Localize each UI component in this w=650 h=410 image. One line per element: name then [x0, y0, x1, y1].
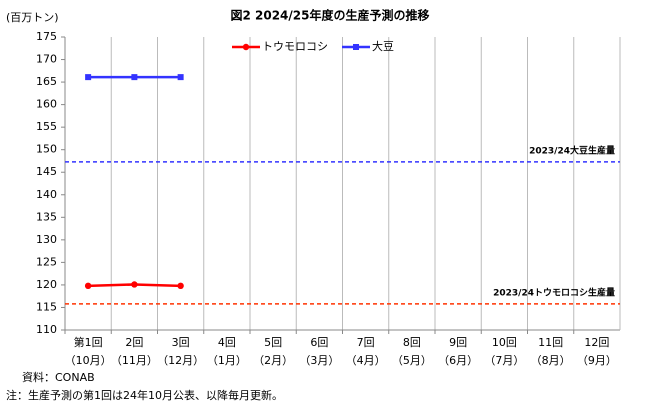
- x-tick-label: 3回: [172, 336, 190, 349]
- x-tick-label: 11回: [538, 336, 563, 349]
- y-tick-label: 150: [36, 143, 57, 156]
- marker: [177, 74, 184, 81]
- x-tick-label: （10月）: [65, 354, 112, 367]
- reference-label: 2023/24トウモロコシ生産量: [493, 286, 615, 298]
- x-tick-label: （5月）: [392, 354, 432, 367]
- x-tick-label: 12回: [584, 336, 609, 349]
- marker: [353, 44, 359, 50]
- legend-label: 大豆: [372, 39, 394, 53]
- note: 注：生産予測の第1回は24年10月公表、以降毎月更新。: [6, 388, 283, 402]
- note: 資料：CONAB: [22, 370, 95, 384]
- y-tick-label: 155: [36, 120, 57, 133]
- y-axis-label: (百万トン): [6, 11, 59, 24]
- y-tick-label: 135: [36, 210, 57, 223]
- x-tick-label: 5回: [264, 336, 282, 349]
- y-tick-label: 130: [36, 233, 57, 246]
- x-tick-label: 8回: [403, 336, 421, 349]
- chart-title: 図2 2024/25年度の生産予測の推移: [230, 8, 429, 23]
- marker: [131, 74, 138, 81]
- y-tick-label: 115: [36, 300, 57, 313]
- x-tick-label: 4回: [218, 336, 236, 349]
- x-tick-label: 9回: [449, 336, 467, 349]
- marker: [131, 281, 138, 288]
- x-tick-label: 2回: [125, 336, 143, 349]
- x-tick-label: （12月）: [157, 354, 204, 367]
- y-tick-label: 160: [36, 98, 57, 111]
- x-tick-label: 7回: [357, 336, 375, 349]
- y-tick-label: 170: [36, 53, 57, 66]
- marker: [242, 43, 250, 51]
- marker: [84, 282, 92, 290]
- x-tick-label: （9月）: [577, 354, 617, 367]
- y-tick-label: 140: [36, 188, 57, 201]
- x-tick-label: 第1回: [74, 335, 103, 349]
- x-tick-label: 10回: [492, 336, 517, 349]
- legend-label: トウモロコシ: [262, 40, 328, 53]
- y-tick-label: 120: [36, 278, 57, 291]
- y-tick-label: 145: [36, 165, 57, 178]
- x-tick-label: （4月）: [346, 354, 386, 367]
- x-tick-label: （8月）: [531, 354, 571, 367]
- reference-label: 2023/24大豆生産量: [529, 144, 615, 156]
- x-tick-label: （11月）: [111, 354, 158, 367]
- y-tick-label: 175: [36, 30, 57, 43]
- y-tick-label: 110: [36, 323, 57, 336]
- marker: [85, 74, 92, 81]
- x-tick-label: （2月）: [253, 354, 293, 367]
- x-tick-label: （7月）: [484, 354, 524, 367]
- x-tick-label: （3月）: [299, 354, 339, 367]
- y-tick-label: 125: [36, 255, 57, 268]
- marker: [177, 282, 184, 290]
- x-tick-label: 6回: [310, 336, 328, 349]
- x-tick-label: （6月）: [438, 354, 478, 367]
- x-tick-label: （1月）: [207, 354, 247, 367]
- y-tick-label: 165: [36, 75, 57, 88]
